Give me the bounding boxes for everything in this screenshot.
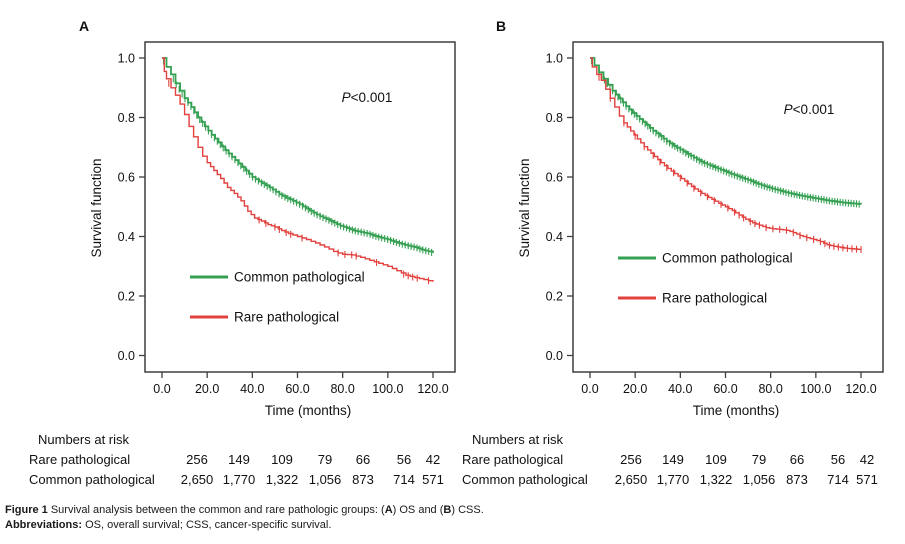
at-risk-value: 714 bbox=[827, 472, 849, 487]
at-risk-value: 2,650 bbox=[614, 472, 648, 487]
legend-label-rare-pathological: Rare pathological bbox=[662, 291, 767, 306]
y-tick-label: 0.2 bbox=[118, 290, 135, 304]
survival-curve-rare-pathological bbox=[590, 57, 862, 250]
at-risk-value: 149 bbox=[228, 452, 250, 467]
x-tick-label: 100.0 bbox=[800, 382, 831, 396]
legend-label-rare-pathological: Rare pathological bbox=[234, 310, 339, 325]
km-plot-os: 0.0 20.0 40.0 60.0 80.0 100.0 120.0 0.0 0.2 0.4 0.… bbox=[89, 41, 456, 418]
x-axis-title: Time (months) bbox=[693, 403, 780, 418]
censor-marks-rare-pathological bbox=[168, 79, 430, 285]
at-risk-value: 109 bbox=[271, 452, 293, 467]
caption-segment: OS, overall survival; CSS, cancer-specif… bbox=[85, 519, 332, 531]
at-risk-value: 1,770 bbox=[222, 472, 256, 487]
y-tick-label: 0.4 bbox=[546, 230, 563, 244]
caption-segment: ) OS and ( bbox=[392, 504, 444, 516]
at-risk-value: 571 bbox=[856, 472, 878, 487]
at-risk-value: 66 bbox=[789, 452, 805, 467]
at-risk-value: 66 bbox=[355, 452, 371, 467]
y-axis-title: Survival function bbox=[89, 158, 104, 257]
x-tick-label: 0.0 bbox=[581, 382, 598, 396]
x-tick-label: 20.0 bbox=[195, 382, 219, 396]
caption-segment: Survival analysis between the common and… bbox=[50, 504, 385, 516]
x-tick-label: 80.0 bbox=[330, 382, 354, 396]
legend-label-common-pathological: Common pathological bbox=[662, 251, 793, 266]
y-tick-label: 0.6 bbox=[118, 171, 135, 185]
km-plot-css: 0.0 20.0 40.0 60.0 80.0 100.0 120.0 0.0 0.2 0.4 0.… bbox=[517, 41, 884, 418]
caption-segment: ) CSS. bbox=[451, 504, 484, 516]
at-risk-value: 109 bbox=[705, 452, 727, 467]
y-tick-label: 1.0 bbox=[118, 52, 135, 66]
at-risk-value: 42 bbox=[425, 452, 441, 467]
caption-segment: Figure 1 bbox=[5, 504, 51, 516]
caption-segment: A bbox=[384, 504, 393, 516]
at-risk-value: 1,322 bbox=[265, 472, 299, 487]
at-risk-value: 56 bbox=[830, 452, 846, 467]
at-risk-value: 256 bbox=[620, 452, 642, 467]
x-tick-label: 60.0 bbox=[285, 382, 309, 396]
legend-label-common-pathological: Common pathological bbox=[234, 270, 365, 285]
p-value-annotation: P<0.001 bbox=[784, 102, 835, 117]
x-tick-label: 60.0 bbox=[713, 382, 737, 396]
figure-caption: Figure 1 Survival analysis between the c… bbox=[5, 503, 897, 533]
caption-line-1: Figure 1 Survival analysis between the c… bbox=[5, 503, 897, 518]
y-tick-label: 0.8 bbox=[118, 111, 135, 125]
at-risk-value: 873 bbox=[352, 472, 374, 487]
y-tick-label: 0.2 bbox=[546, 290, 563, 304]
x-tick-label: 100.0 bbox=[372, 382, 403, 396]
at-risk-value: 2,650 bbox=[180, 472, 214, 487]
plot-border bbox=[572, 41, 884, 373]
caption-line-2: Abbreviations: OS, overall survival; CSS… bbox=[5, 518, 897, 533]
x-tick-label: 40.0 bbox=[240, 382, 264, 396]
at-risk-value: 571 bbox=[422, 472, 444, 487]
at-risk-value: 79 bbox=[751, 452, 767, 467]
censor-marks-common-pathological bbox=[591, 57, 860, 208]
censor-marks-rare-pathological bbox=[598, 73, 862, 254]
at-risk-value: 1,056 bbox=[742, 472, 776, 487]
x-tick-label: 20.0 bbox=[623, 382, 647, 396]
at-risk-header: Numbers at risk bbox=[38, 432, 130, 447]
x-tick-label: 80.0 bbox=[758, 382, 782, 396]
y-tick-label: 0.4 bbox=[118, 230, 135, 244]
caption-segment: B bbox=[443, 504, 452, 516]
at-risk-row-label: Common pathological bbox=[29, 472, 155, 487]
at-risk-row-label: Common pathological bbox=[462, 472, 588, 487]
y-tick-label: 0.6 bbox=[546, 171, 563, 185]
panel-label-a: A bbox=[79, 18, 90, 34]
x-tick-label: 40.0 bbox=[668, 382, 692, 396]
at-risk-value: 149 bbox=[662, 452, 684, 467]
survival-curve-rare-pathological bbox=[162, 57, 434, 282]
panel-label-b: B bbox=[496, 18, 507, 34]
plot-border bbox=[144, 41, 456, 373]
x-axis-title: Time (months) bbox=[265, 403, 352, 418]
y-tick-label: 0.8 bbox=[546, 111, 563, 125]
censor-marks-common-pathological bbox=[163, 57, 433, 256]
at-risk-value: 1,322 bbox=[699, 472, 733, 487]
at-risk-value: 873 bbox=[786, 472, 808, 487]
at-risk-row-label: Rare pathological bbox=[462, 452, 564, 467]
at-risk-value: 56 bbox=[396, 452, 412, 467]
x-tick-label: 120.0 bbox=[417, 382, 448, 396]
at-risk-row-label: Rare pathological bbox=[29, 452, 131, 467]
y-tick-label: 1.0 bbox=[546, 52, 563, 66]
y-tick-label: 0.0 bbox=[546, 349, 563, 363]
at-risk-value: 1,056 bbox=[308, 472, 342, 487]
x-tick-label: 120.0 bbox=[845, 382, 876, 396]
x-tick-label: 0.0 bbox=[153, 382, 170, 396]
at-risk-value: 42 bbox=[859, 452, 875, 467]
p-value-annotation: P<0.001 bbox=[342, 90, 393, 105]
at-risk-value: 1,770 bbox=[656, 472, 690, 487]
y-axis-title: Survival function bbox=[517, 158, 532, 257]
at-risk-header: Numbers at risk bbox=[472, 432, 564, 447]
y-tick-label: 0.0 bbox=[118, 349, 135, 363]
at-risk-value: 256 bbox=[186, 452, 208, 467]
caption-segment: Abbreviations: bbox=[5, 519, 86, 531]
at-risk-value: 714 bbox=[393, 472, 415, 487]
at-risk-value: 79 bbox=[317, 452, 333, 467]
